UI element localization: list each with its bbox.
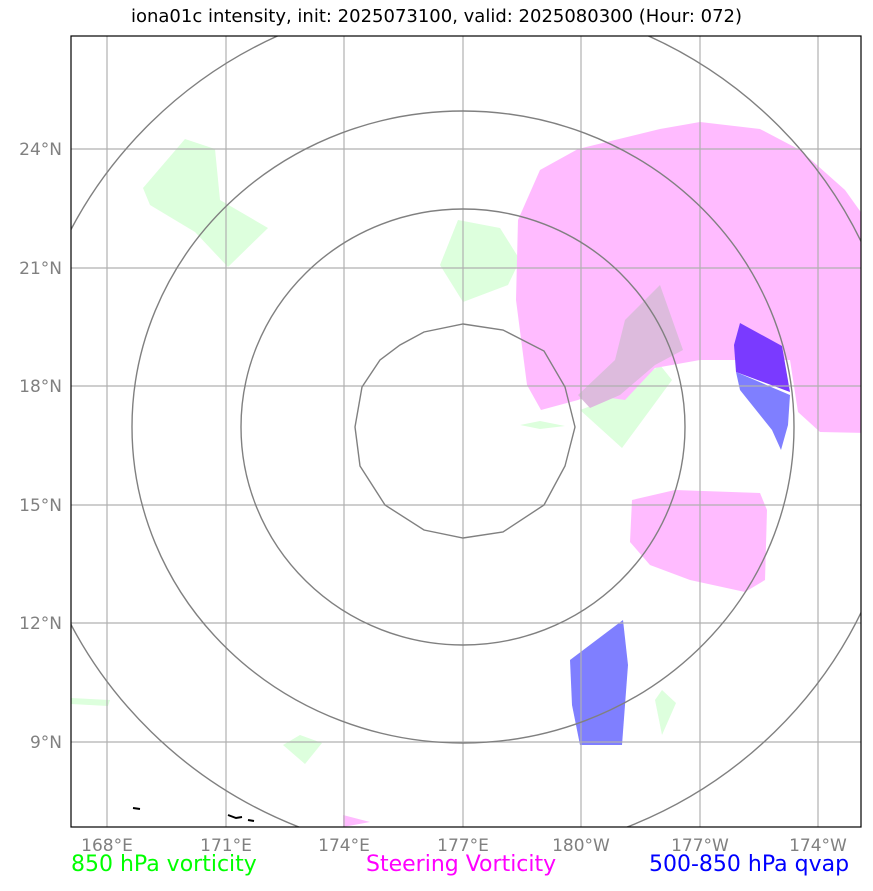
graticule [71,36,861,827]
longitude-labels: 168°E 171°E 174°E 177°E 180°W 177°W 174°W [81,836,847,856]
longitude-tick-label: 174°E [318,836,370,856]
steering-area [630,490,767,592]
vorticity-area [440,220,520,302]
vorticity-area [655,690,676,735]
steering-area [343,815,370,827]
latitude-tick-label: 9°N [30,733,62,753]
qvap-area-strong [734,323,790,392]
overlap-area [578,285,683,408]
vorticity-area [71,698,110,706]
legend-qvap: 500-850 hPa qvap [649,852,850,877]
legend-steering-vorticity: Steering Vorticity [366,852,557,877]
longitude-tick-label: 174°W [789,836,847,856]
latitude-tick-label: 12°N [19,614,62,634]
vorticity-area [283,735,322,764]
longitude-tick-label: 171°E [200,836,252,856]
latitude-tick-label: 21°N [19,259,62,279]
qvap-areas [570,323,790,745]
longitude-tick-label: 180°W [552,836,610,856]
range-ring [131,110,795,744]
qvap-area [736,372,790,450]
longitude-tick-label: 177°W [671,836,729,856]
latitude-tick-label: 15°N [19,496,62,516]
legend-vorticity: 850 hPa vorticity [71,852,257,877]
longitude-tick-label: 177°E [437,836,489,856]
map-title: iona01c intensity, init: 2025073100, val… [130,6,743,27]
map-frame [70,35,862,828]
longitude-tick-label: 168°E [81,836,133,856]
range-rings [71,36,861,827]
range-ring [354,323,576,539]
vorticity-area [143,139,268,267]
latitude-labels: 24°N 21°N 18°N 15°N 12°N 9°N [19,140,62,753]
vorticity-areas [71,139,676,764]
coastline [132,807,255,822]
range-ring [240,208,686,646]
latitude-tick-label: 18°N [19,377,62,397]
vorticity-area [520,421,565,429]
qvap-area [570,620,628,745]
latitude-tick-label: 24°N [19,140,62,160]
